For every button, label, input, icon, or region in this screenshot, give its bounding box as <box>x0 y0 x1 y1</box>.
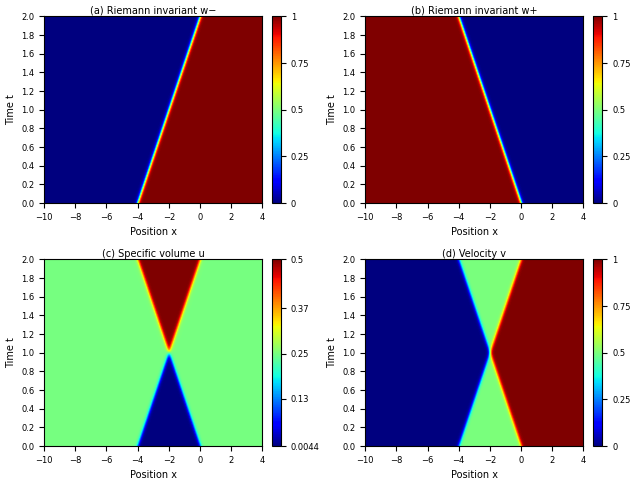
Y-axis label: Time t: Time t <box>6 337 15 368</box>
Title: (b) Riemann invariant w+: (b) Riemann invariant w+ <box>411 5 537 16</box>
X-axis label: Position x: Position x <box>451 470 498 481</box>
Y-axis label: Time t: Time t <box>6 94 15 125</box>
X-axis label: Position x: Position x <box>130 227 177 238</box>
Title: (c) Specific volume u: (c) Specific volume u <box>102 248 205 259</box>
Y-axis label: Time t: Time t <box>327 94 336 125</box>
X-axis label: Position x: Position x <box>451 227 498 238</box>
Title: (d) Velocity v: (d) Velocity v <box>442 248 506 259</box>
Y-axis label: Time t: Time t <box>327 337 336 368</box>
X-axis label: Position x: Position x <box>130 470 177 481</box>
Title: (a) Riemann invariant w−: (a) Riemann invariant w− <box>90 5 216 16</box>
